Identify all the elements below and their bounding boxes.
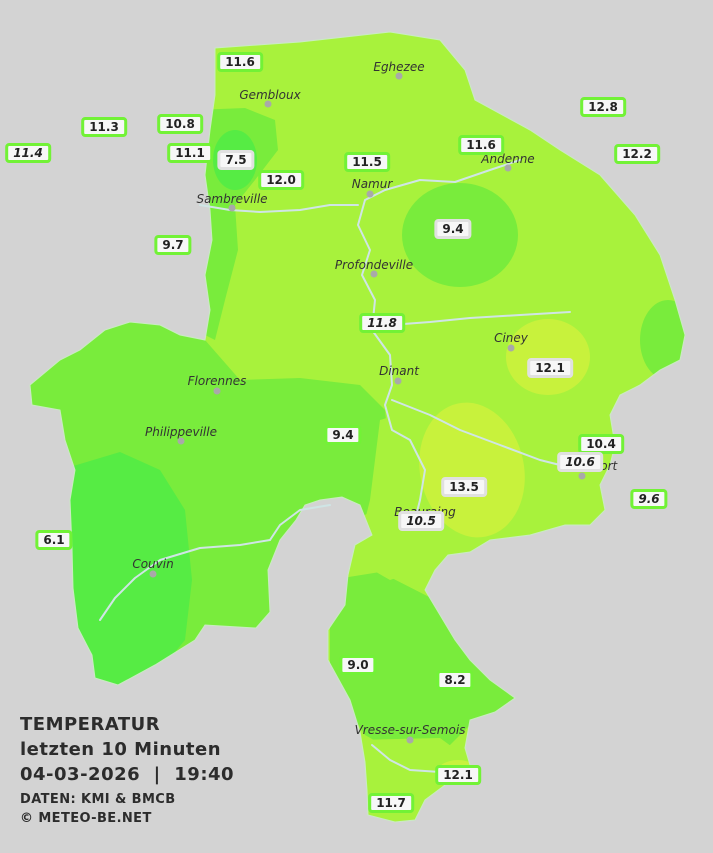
city-label-sambreville: Sambreville [196,192,267,206]
legend-title: TEMPERATUR [20,714,161,735]
legend-copyright: © METEO-BE.NET [20,811,152,826]
station-temperature: 12.2 [614,144,660,164]
zone-green-south [330,572,520,752]
city-label-vresse-sur-semois: Vresse-sur-Semois [355,723,466,737]
city-label-ciney: Ciney [494,331,529,345]
station-temperature: 6.1 [35,530,73,550]
city-dot-florennes [213,387,221,395]
station-temperature: 11.6 [217,52,263,72]
city-label-gembloux: Gembloux [239,88,301,102]
city-label-dinant: Dinant [379,364,420,378]
station-temperature: 11.5 [344,152,390,172]
river-lesse [391,399,581,471]
station-temperature: 9.7 [154,235,192,255]
station-temperature: 9.4 [324,425,362,445]
station-temperature: 9.0 [339,655,377,675]
zone-yellow-beauraing [419,402,525,538]
city-dot-dinant [394,377,402,385]
city-label-couvin: Couvin [132,557,173,571]
map-legend: TEMPERATUR letzten 10 Minuten 04-03-2026… [20,712,234,828]
river-meuse [357,159,521,521]
city-label-namur: Namur [352,177,394,191]
city-label-philippeville: Philippeville [145,425,217,439]
city-layer: Eghezee Gembloux Andenne Namur Sambreville Pr… [132,60,619,744]
city-dot-eghezee [395,72,403,80]
station-temperature: 10.6 [557,452,603,472]
station-temperature: 7.5 [217,150,255,170]
station-temperature: 13.5 [441,477,487,497]
station-temperature: 10.8 [157,114,203,134]
city-label-profondeville: Profondeville [335,258,413,272]
city-label-florennes: Florennes [188,374,247,388]
legend-datetime: 04-03-2026 | 19:40 [20,764,235,785]
city-dot-namur [366,190,374,198]
city-dot-vresse-sur-semois [406,736,414,744]
station-temperature: 11.7 [368,793,414,813]
station-temperature: 12.1 [527,358,573,378]
station-temperature: 8.2 [436,670,474,690]
rivers [99,159,581,773]
river-couvin [99,539,271,621]
river-ourthe-branch [389,311,571,326]
station-temperature: 12.8 [580,97,626,117]
station-temperature: 10.5 [398,511,444,531]
station-temperature: 9.4 [434,219,472,239]
zone-darkgreen-couvin [60,452,192,690]
city-dot-sambreville [228,204,236,212]
station-temperature: 9.6 [630,489,668,509]
station-temperature: 11.1 [167,143,213,163]
legend-source: DATEN: KMI & BMCB [20,792,176,807]
station-temperature: 11.4 [5,143,51,163]
city-dot-ciney [507,344,515,352]
city-dot-couvin [149,570,157,578]
station-temperature: 10.4 [578,434,624,454]
city-label-eghezee: Eghezee [373,60,424,74]
station-temperature: 12.1 [435,765,481,785]
river-sambre [199,204,359,213]
city-label-andenne: Andenne [480,152,534,166]
river-semois [371,744,441,773]
station-temperature: 11.8 [359,313,405,333]
city-dot-profondeville [370,270,378,278]
city-dot-rochefort [578,472,586,480]
province-outline [29,31,686,823]
station-temperature: 11.6 [458,135,504,155]
city-dot-andenne [504,164,512,172]
zone-green-east [640,300,685,380]
city-dot-gembloux [264,100,272,108]
city-dot-philippeville [177,437,185,445]
station-temperature: 11.3 [81,117,127,137]
legend-subtitle: letzten 10 Minuten [20,739,222,760]
station-temperature: 12.0 [258,170,304,190]
river-viroin [269,504,331,541]
